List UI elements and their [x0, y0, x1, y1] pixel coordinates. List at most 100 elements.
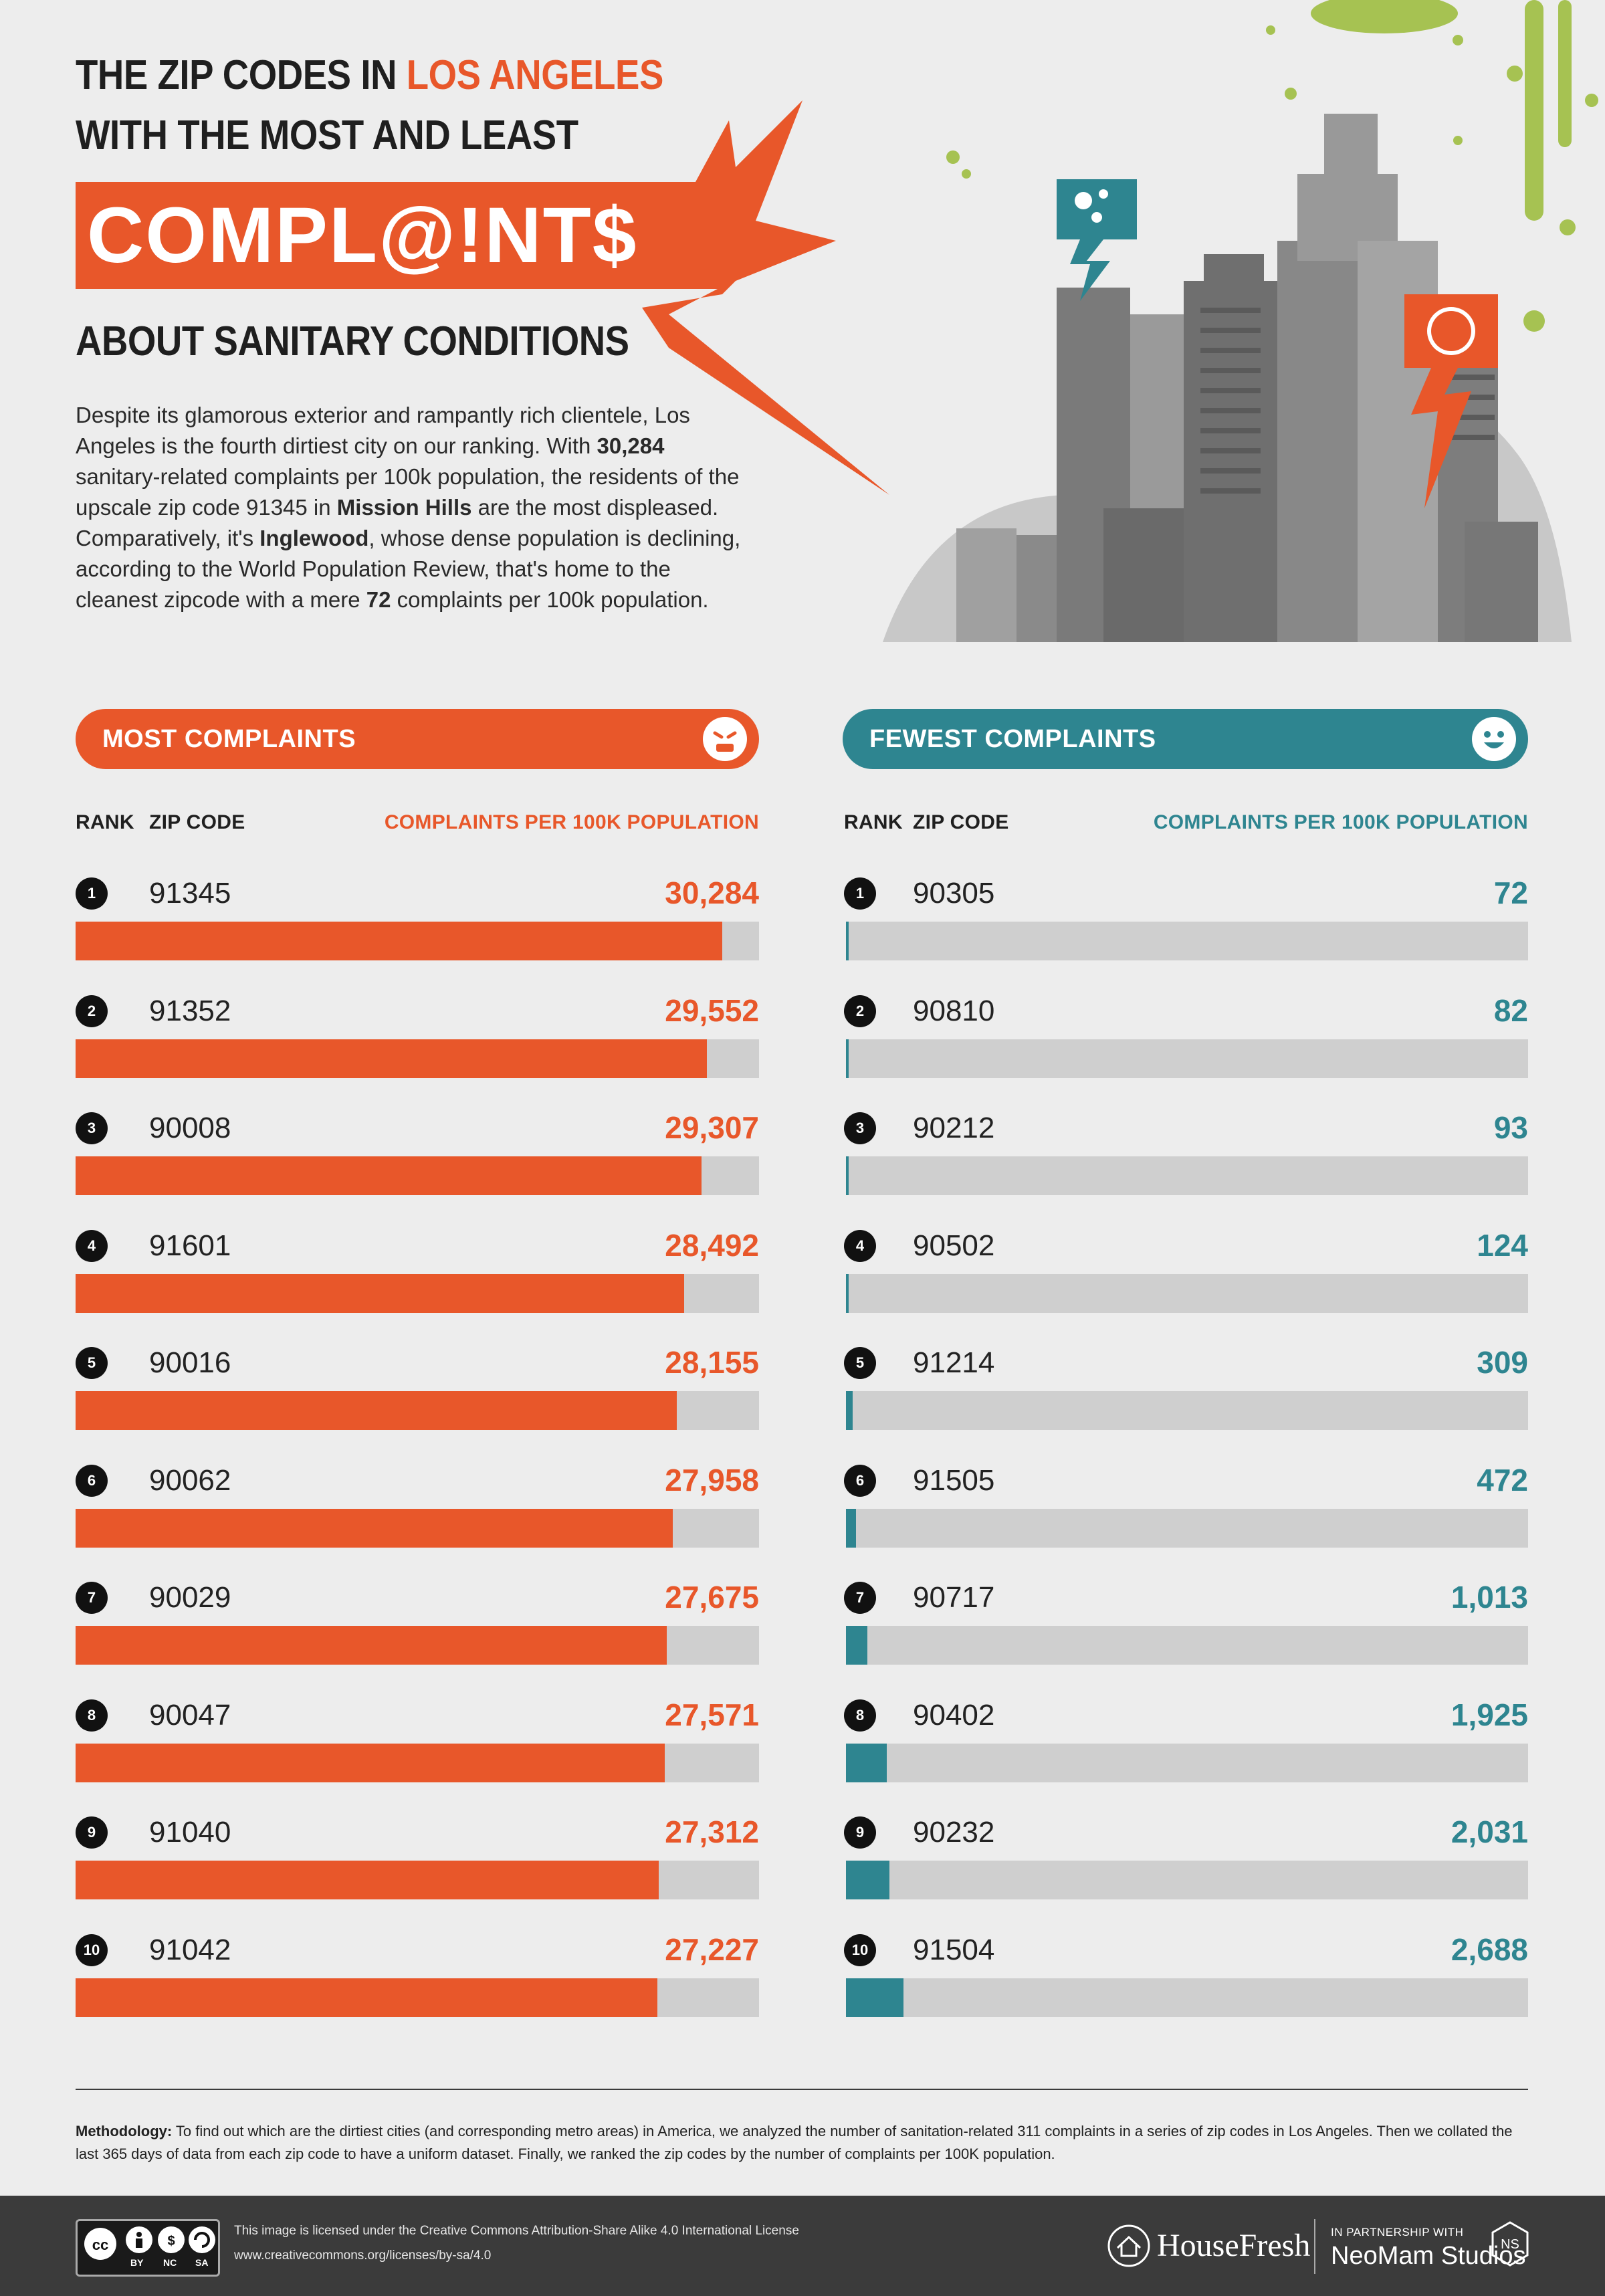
most-bar-track [76, 1273, 759, 1313]
most-zip-code: 90008 [149, 1112, 231, 1144]
most-bar [76, 1626, 667, 1665]
intro-text-4: , whose dense population is declining, a… [76, 526, 741, 612]
fewest-value-label: 472 [1477, 1462, 1528, 1497]
fewest-zip-code: 91504 [913, 1933, 995, 1966]
title-accent-city: LOS ANGELES [406, 52, 664, 98]
footer-bar [0, 2196, 1605, 2296]
most-bar [76, 1156, 702, 1195]
most-col-rank: RANK [76, 811, 134, 833]
svg-text:NS: NS [1501, 2237, 1519, 2252]
methodology-text: Methodology: To find out which are the d… [76, 2120, 1528, 2166]
fewest-complaints-header: FEWEST COMPLAINTS [843, 709, 1528, 769]
title-line-3: ABOUT SANITARY CONDITIONS [76, 318, 629, 364]
most-header-label: MOST COMPLAINTS [102, 725, 356, 753]
most-value-label: 29,307 [665, 1110, 759, 1145]
most-value-label: 27,675 [665, 1580, 759, 1614]
svg-text:$: $ [167, 2234, 175, 2249]
license-link[interactable]: www.creativecommons.org/licenses/by-sa/4… [234, 2249, 492, 2263]
fewest-bar [846, 1039, 849, 1078]
fewest-header-label: FEWEST COMPLAINTS [869, 725, 1156, 753]
most-complaints-header: MOST COMPLAINTS [76, 709, 759, 769]
fewest-bar-track [846, 922, 1528, 960]
fewest-bar [846, 922, 849, 960]
most-value-label: 28,155 [665, 1345, 759, 1380]
fewest-rank-badge: 10 [844, 1934, 876, 1966]
fewest-rank-badge: 6 [844, 1464, 876, 1497]
most-zip-code: 91345 [149, 877, 231, 910]
most-bar [76, 1391, 677, 1430]
title-line-1: THE ZIP CODES IN LOS ANGELES [76, 55, 663, 96]
most-zip-code: 91040 [149, 1816, 231, 1849]
methodology-label: Methodology: [76, 2123, 173, 2140]
fewest-bar-track [846, 1861, 1528, 1899]
fewest-bar [846, 1391, 853, 1430]
most-bar [76, 1508, 673, 1548]
neomam-logo-icon: NS [1491, 2221, 1529, 2267]
fewest-rank-badge: 4 [844, 1229, 876, 1262]
fewest-zip-code: 90717 [913, 1581, 995, 1614]
most-bar-track [76, 1039, 759, 1078]
fewest-zip-code: 91214 [913, 1346, 995, 1379]
most-zip-code: 90016 [149, 1346, 231, 1379]
fewest-rank-badge: 3 [844, 1112, 876, 1144]
fewest-zip-code: 90502 [913, 1229, 995, 1262]
most-zip-code: 90047 [149, 1698, 231, 1732]
most-bar-track [76, 1743, 759, 1782]
fewest-col-zip: ZIP CODE [913, 811, 1009, 833]
fewest-rank-badge: 9 [844, 1816, 876, 1849]
license-text: This image is licensed under the Creativ… [234, 2224, 799, 2238]
fewest-value-label: 2,688 [1451, 1932, 1528, 1967]
fewest-bar [846, 1743, 887, 1782]
fewest-col-rank: RANK [844, 811, 903, 833]
title-line-2: WITH THE MOST AND LEAST [76, 112, 578, 159]
complaints-banner [76, 182, 718, 289]
fewest-zip-code: 90305 [913, 877, 995, 910]
intro-text-1: Despite its glamorous exterior and rampa… [76, 403, 690, 458]
most-bar-track [76, 1391, 759, 1430]
most-bar-track [76, 1861, 759, 1899]
most-rank-badge: 3 [76, 1112, 108, 1144]
fewest-rank-badge: 7 [844, 1582, 876, 1614]
most-bar-track [76, 1508, 759, 1548]
fewest-zip-code: 91505 [913, 1463, 995, 1497]
most-bar-track [76, 1626, 759, 1665]
most-bar [76, 922, 722, 960]
most-bar-track [76, 922, 759, 960]
most-rank-badge: 9 [76, 1816, 108, 1849]
intro-bold-2: Mission Hills [336, 495, 472, 520]
brand-name: HouseFresh [1157, 2228, 1311, 2263]
most-rank-badge: 10 [76, 1934, 108, 1966]
intro-paragraph: Despite its glamorous exterior and rampa… [76, 400, 751, 615]
most-zip-code: 90062 [149, 1463, 231, 1497]
fewest-value-label: 309 [1477, 1345, 1528, 1380]
most-rank-badge: 4 [76, 1229, 108, 1262]
most-bar-track [76, 1978, 759, 2017]
intro-bold-1: 30,284 [597, 433, 665, 458]
fewest-col-value: COMPLAINTS PER 100K POPULATION [1153, 811, 1528, 833]
cc-license-badge: cc $ [76, 2219, 220, 2277]
intro-bold-3: Inglewood [259, 526, 369, 550]
most-value-label: 28,492 [665, 1227, 759, 1263]
most-bar-track [76, 1156, 759, 1195]
most-rank-badge: 2 [76, 995, 108, 1027]
intro-text-5: complaints per 100k population. [391, 587, 709, 612]
fewest-bar-track [846, 1626, 1528, 1665]
fewest-zip-code: 90212 [913, 1112, 995, 1144]
fewest-bar-track [846, 1508, 1528, 1548]
cc-icons: cc $ [84, 2226, 215, 2260]
angry-face-icon [703, 717, 747, 761]
most-bar [76, 1743, 665, 1782]
most-bar [76, 1039, 707, 1078]
fewest-rank-badge: 2 [844, 995, 876, 1027]
cc-by-label: BY [130, 2257, 144, 2268]
most-value-label: 27,571 [665, 1697, 759, 1732]
city-skyline-illustration [883, 0, 1598, 642]
intro-text-2: sanitary-related complaints per 100k pop… [76, 464, 740, 520]
most-value-label: 27,312 [665, 1814, 759, 1849]
fewest-rank-badge: 8 [844, 1699, 876, 1732]
title-line-1-text: THE ZIP CODES IN [76, 52, 407, 98]
most-col-value: COMPLAINTS PER 100K POPULATION [384, 811, 759, 833]
fewest-value-label: 82 [1493, 993, 1528, 1028]
most-value-label: 30,284 [665, 875, 759, 910]
fewest-bar-track [846, 1156, 1528, 1195]
